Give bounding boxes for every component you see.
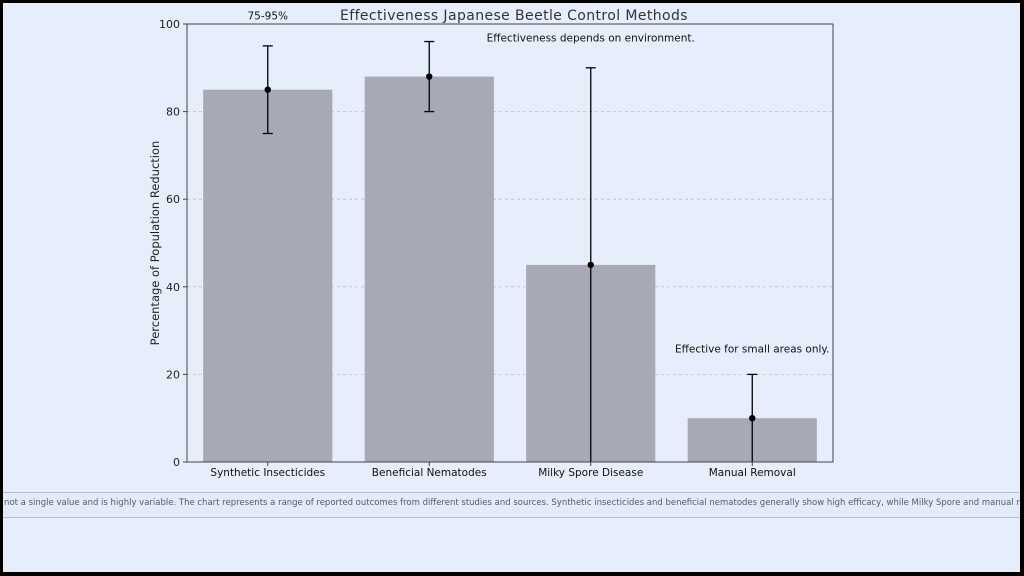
- x-tick-label: Manual Removal: [709, 467, 796, 479]
- chart-title: Effectiveness Japanese Beetle Control Me…: [340, 8, 688, 24]
- bar-chart: 0 20 40 60 80 100 Synthetic Insecticides Benef…: [148, 8, 834, 479]
- y-tick-label: 80: [166, 106, 180, 119]
- x-tick-label: Synthetic Insecticides: [210, 467, 325, 479]
- mean-point-2: [587, 261, 594, 269]
- y-tick-label: 100: [159, 18, 180, 31]
- x-tick-label: Milky Spore Disease: [538, 467, 643, 479]
- y-tick-label: 0: [173, 456, 180, 469]
- caption-band: ss is not a single value and is highly v…: [3, 492, 1020, 518]
- annotation-0: 75-95%: [248, 11, 289, 23]
- mean-point-0: [264, 86, 271, 93]
- caption-text: ss is not a single value and is highly v…: [3, 498, 1020, 508]
- y-axis-label: Percentage of Population Reduction: [148, 141, 162, 346]
- y-axis-ticks: 0 20 40 60 80 100: [159, 18, 187, 469]
- x-axis-ticks: Synthetic Insecticides Beneficial Nematod…: [210, 462, 796, 479]
- x-tick-label: Beneficial Nematodes: [372, 467, 487, 479]
- mean-point-3: [749, 415, 756, 422]
- bar-1: [364, 76, 494, 462]
- y-tick-label: 60: [166, 193, 180, 206]
- bar-0: [203, 89, 333, 462]
- annotations: 75-95% Effectiveness depends on environme…: [248, 11, 830, 356]
- chart-frame: 0 20 40 60 80 100 Synthetic Insecticides Benef…: [3, 3, 1020, 572]
- mean-point-1: [426, 73, 433, 80]
- annotation-2: Effective for small areas only.: [675, 344, 830, 356]
- y-tick-label: 40: [166, 281, 180, 294]
- plot-area: [186, 23, 834, 463]
- y-tick-label: 20: [166, 368, 180, 381]
- bars: [203, 76, 817, 462]
- annotation-1: Effectiveness depends on environment.: [487, 33, 695, 45]
- error-bars: [262, 40, 758, 462]
